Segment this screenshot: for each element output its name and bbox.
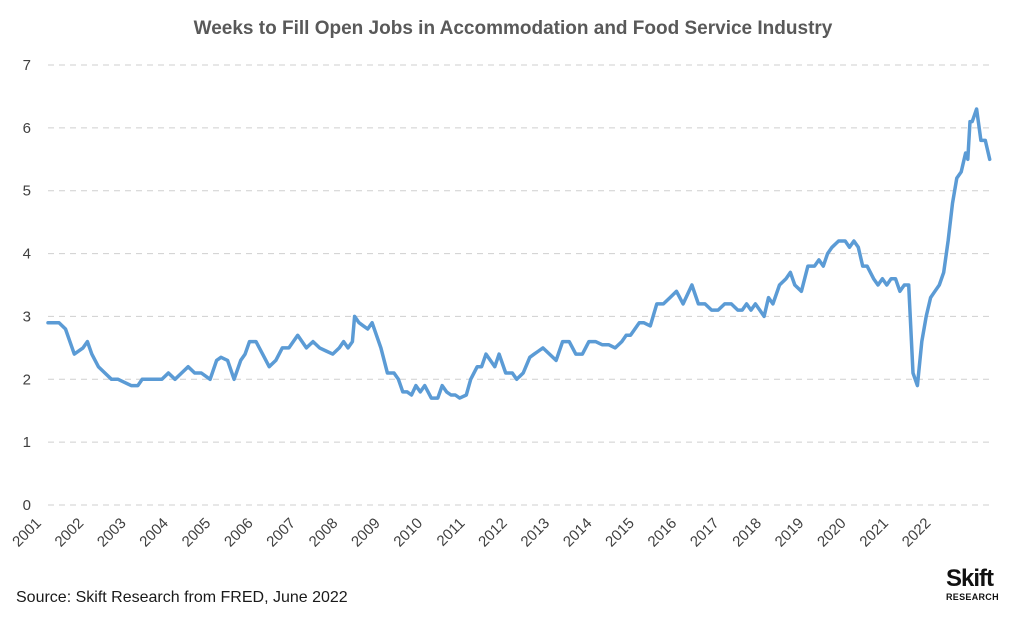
y-tick-label: 4 [23,246,31,263]
gridlines [48,64,990,506]
x-tick-label: 2014 [560,515,596,551]
y-tick-label: 1 [23,434,31,451]
y-tick-label: 3 [23,308,31,325]
x-tick-label: 2011 [434,515,469,550]
y-tick-label: 7 [23,57,31,74]
y-tick-label: 0 [23,497,31,514]
series-group [46,107,992,400]
x-tick-label: 2001 [9,515,45,551]
x-tick-label: 2018 [729,515,765,551]
x-tick-label: 2020 [814,515,850,551]
x-tick-label: 2005 [179,515,215,551]
source-note: Source: Skift Research from FRED, June 2… [16,589,348,606]
y-axis: 0 1 2 3 4 5 6 7 [23,57,31,514]
series-line [46,107,992,400]
x-tick-label: 2013 [518,515,554,551]
x-tick-label: 2022 [899,515,935,551]
y-tick-label: 5 [23,183,31,200]
chart-title: Weeks to Fill Open Jobs in Accommodation… [194,18,833,39]
x-tick-label: 2008 [306,515,342,551]
x-axis: 2001 2002 2003 2004 2005 2006 2007 2008 2009 2010… [9,515,934,551]
x-tick-label: 2021 [856,515,892,551]
skift-research-logo: Skift RESEARCH [946,565,1018,603]
x-tick-label: 2017 [687,515,723,551]
x-tick-label: 2002 [52,515,88,551]
x-tick-label: 2009 [348,515,384,551]
x-tick-label: 2004 [136,515,172,551]
x-tick-label: 2006 [221,515,257,551]
logo-subtitle: RESEARCH [946,592,999,602]
x-tick-label: 2015 [602,515,638,551]
x-tick-label: 2016 [645,515,681,551]
x-tick-label: 2010 [390,515,426,551]
logo-wordmark: Skift [946,565,994,592]
y-tick-label: 2 [23,371,31,388]
x-tick-label: 2012 [475,515,511,551]
y-tick-label: 6 [23,120,31,137]
x-tick-label: 2003 [94,515,130,551]
x-tick-label: 2019 [772,515,808,551]
x-tick-label: 2007 [263,515,299,551]
